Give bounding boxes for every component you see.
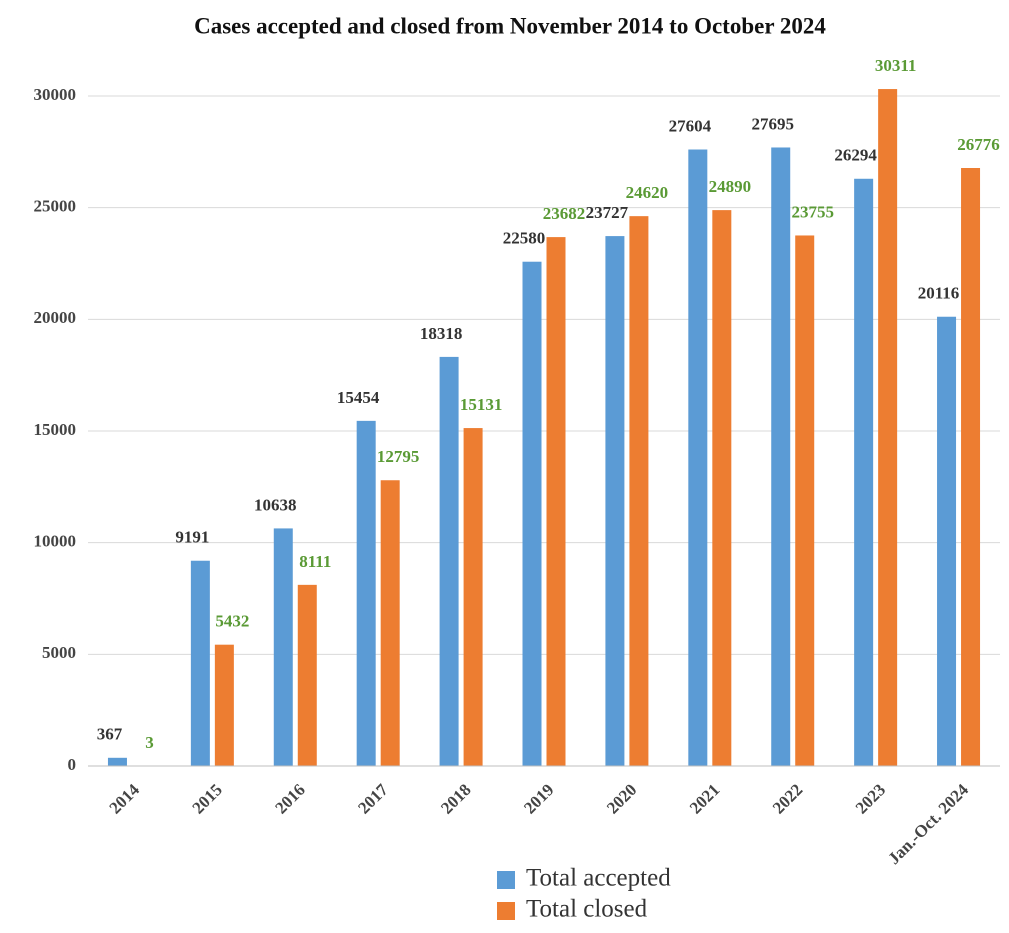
- y-tick-label: 0: [68, 755, 77, 774]
- bar: [712, 210, 732, 766]
- value-label: 23727: [586, 203, 629, 222]
- bar: [439, 356, 459, 766]
- x-tick-label: 2023: [852, 780, 889, 817]
- bar: [273, 528, 293, 766]
- bar: [854, 178, 874, 766]
- legend-label: Total closed: [526, 896, 648, 923]
- value-label: 12795: [377, 447, 420, 466]
- x-tick-label: 2019: [520, 780, 557, 817]
- x-tick-label: 2016: [271, 780, 308, 817]
- value-label: 15131: [460, 395, 503, 414]
- bar: [463, 428, 483, 766]
- value-label: 8111: [299, 552, 331, 571]
- value-label: 18318: [420, 324, 463, 343]
- bar: [961, 168, 981, 766]
- value-label: 24890: [709, 177, 752, 196]
- bar: [356, 420, 376, 766]
- value-label: 26776: [957, 135, 1000, 154]
- y-tick-label: 30000: [34, 85, 77, 104]
- value-label: 27604: [669, 116, 712, 135]
- bar: [214, 644, 234, 766]
- chart-title: Cases accepted and closed from November …: [194, 13, 826, 38]
- value-label: 3: [145, 733, 154, 752]
- value-label: 20116: [918, 284, 960, 303]
- bar: [629, 216, 649, 767]
- bar: [297, 584, 317, 766]
- y-tick-label: 20000: [34, 308, 77, 327]
- y-tick-label: 15000: [34, 420, 77, 439]
- value-label: 15454: [337, 388, 380, 407]
- bar: [546, 237, 566, 767]
- bar: [937, 316, 957, 766]
- x-tick-label: 2018: [437, 780, 474, 817]
- value-label: 9191: [175, 528, 209, 547]
- value-label: 30311: [875, 56, 917, 75]
- x-tick-label: 2015: [188, 780, 225, 817]
- x-tick-label: Jan.-Oct. 2024: [884, 780, 972, 868]
- value-label: 27695: [751, 114, 794, 133]
- value-label: 5432: [215, 612, 249, 631]
- legend-swatch: [497, 871, 515, 889]
- x-tick-label: 2022: [769, 780, 806, 817]
- value-label: 23755: [791, 202, 834, 221]
- value-label: 10638: [254, 495, 297, 514]
- bar: [107, 757, 127, 766]
- x-tick-label: 2014: [106, 780, 144, 818]
- x-tick-label: 2020: [603, 780, 640, 817]
- value-label: 26294: [834, 146, 877, 165]
- legend-swatch: [497, 902, 515, 920]
- x-tick-label: 2017: [354, 780, 392, 818]
- y-tick-label: 5000: [42, 643, 76, 662]
- bar: [795, 235, 815, 766]
- bar: [190, 560, 210, 766]
- x-tick-label: 2021: [686, 780, 723, 817]
- bar: [878, 89, 898, 767]
- bar: [380, 480, 400, 766]
- bar: [605, 236, 625, 767]
- y-tick-label: 25000: [34, 197, 77, 216]
- y-tick-label: 10000: [34, 532, 77, 551]
- bar: [522, 261, 542, 766]
- value-label: 367: [97, 725, 123, 744]
- value-label: 24620: [626, 183, 669, 202]
- value-label: 22580: [503, 229, 546, 248]
- legend-label: Total accepted: [526, 865, 671, 892]
- bar: [688, 149, 708, 766]
- value-label: 23682: [543, 204, 586, 223]
- bar: [771, 147, 791, 766]
